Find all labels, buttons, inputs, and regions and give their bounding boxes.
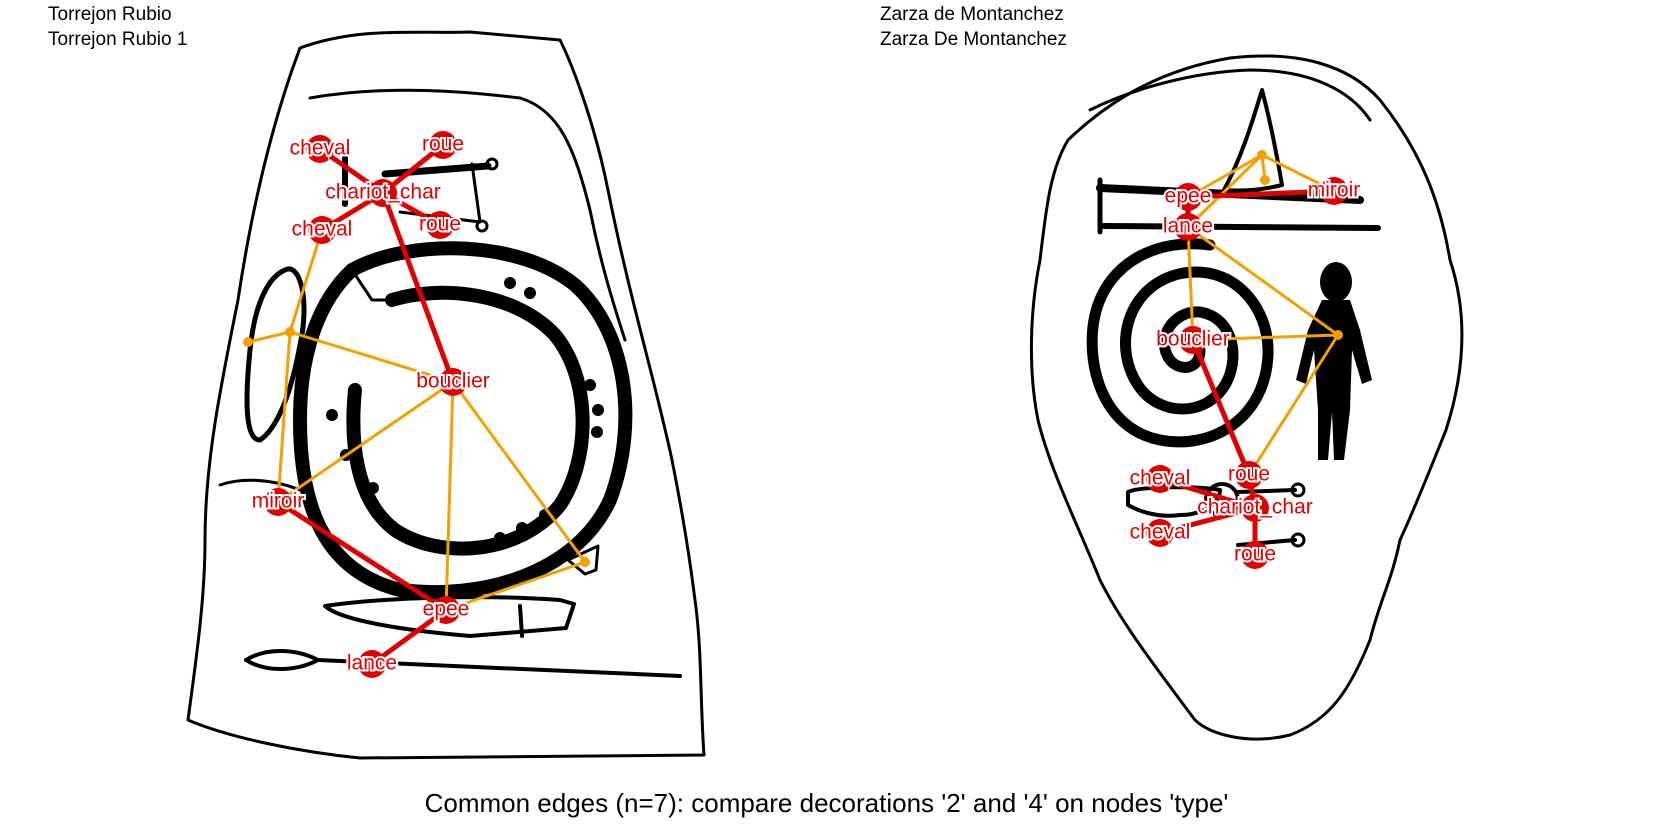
left-node-label-miroir: miroir <box>252 490 305 513</box>
left-other-edge-bouclier-a3 <box>451 380 587 564</box>
right-common-edge-bouclier-roue_a <box>1190 337 1252 478</box>
right-decoration-name: Zarza De Montanchez <box>880 29 1067 50</box>
left-chariot-ring-bottom <box>475 219 489 233</box>
left-sword-pommel <box>566 544 600 576</box>
right-node-label-miroir: miroir <box>1308 179 1361 202</box>
left-shield-notch <box>350 268 394 302</box>
right-other-edge-bouclier-b3 <box>1191 333 1340 342</box>
right-node-roue_b <box>1241 541 1269 569</box>
left-node-label-cheval_b: cheval <box>292 218 353 241</box>
left-junction-point <box>285 327 295 337</box>
left-other-edge-bouclier-miroir <box>276 380 455 504</box>
right-node-label-cheval_a: cheval <box>1130 467 1191 490</box>
right-site-name: Zarza de Montanchez <box>880 4 1064 25</box>
left-sword-blade <box>323 595 576 638</box>
left-node-lance <box>358 650 386 678</box>
right-junction-point <box>1257 150 1267 160</box>
right-helmet <box>1222 88 1284 193</box>
right-stele-inner-line <box>1088 68 1372 122</box>
right-junction-point <box>1333 330 1343 340</box>
right-chariot-ring-bottom <box>1290 532 1306 548</box>
right-node-cheval_b <box>1146 519 1174 547</box>
left-sword-guard <box>518 604 524 638</box>
right-node-roue_a <box>1235 461 1263 489</box>
right-shield-spiral <box>1086 238 1274 448</box>
left-stele-inner-line <box>308 88 627 342</box>
left-chariot-ring-top <box>485 157 499 171</box>
right-other-edge-b3-roue_a <box>1247 333 1340 477</box>
right-chariot-ring-top <box>1290 482 1306 498</box>
right-other-edge-epee-b1 <box>1186 153 1264 199</box>
left-shield-outer-ring <box>292 241 633 600</box>
left-shield-middle-ring <box>346 285 590 556</box>
right-node-label-roue_a: roue <box>1228 463 1270 486</box>
left-spear <box>244 649 682 678</box>
right-other-edge-lance-b3 <box>1186 225 1340 337</box>
right-node-bouclier <box>1179 326 1207 354</box>
left-stele-drawing <box>186 30 706 760</box>
left-node-roue_b <box>426 211 454 239</box>
left-other-edge-bouclier-epee <box>444 380 455 612</box>
right-node-miroir <box>1320 177 1348 205</box>
left-other-edge-a1-a2 <box>246 330 292 344</box>
figure-caption: Common edges (n=7): compare decorations … <box>424 788 1229 818</box>
right-node-label-chariot: chariot_char <box>1197 496 1313 519</box>
right-other-edge-lance-bouclier <box>1186 225 1195 342</box>
right-node-label-lance: lance <box>1163 215 1213 238</box>
left-node-bouclier <box>439 368 467 396</box>
left-common-edge-chariot-bouclier <box>380 190 456 385</box>
left-node-label-lance: lance <box>347 652 397 675</box>
right-stele-drawing <box>1029 54 1464 741</box>
left-common-edge-miroir-epee <box>275 499 449 613</box>
left-node-label-chariot: chariot_char <box>325 181 441 204</box>
left-stele-outline <box>186 30 706 760</box>
left-node-label-roue_a: roue <box>422 133 464 156</box>
left-node-cheval_b <box>308 216 336 244</box>
right-node-label-epee: epee <box>1165 185 1212 208</box>
left-site-name: Torrejon Rubio <box>48 4 172 25</box>
right-common-edge-epee-miroir <box>1185 188 1337 200</box>
left-common-edge-epee-lance <box>369 607 449 667</box>
right-stele-outline <box>1029 54 1464 741</box>
left-junction-point <box>580 557 590 567</box>
nodes-layer <box>243 131 1348 678</box>
right-node-label-bouclier: bouclier <box>1156 328 1230 351</box>
right-node-epee <box>1174 183 1202 211</box>
left-mirror-handle <box>218 478 302 492</box>
right-common-edge-chariot-cheval_a <box>1157 476 1258 511</box>
right-sword-lower <box>1101 223 1381 231</box>
left-node-label-cheval_a: cheval <box>290 137 351 160</box>
right-junction-point <box>1260 175 1270 185</box>
left-other-edge-epee-a3 <box>444 560 587 612</box>
right-human-figure <box>1296 262 1372 460</box>
right-node-chariot <box>1241 494 1269 522</box>
right-common-edge-chariot-cheval_b <box>1157 505 1258 536</box>
right-node-cheval_a <box>1146 465 1174 493</box>
left-node-chariot <box>369 179 397 207</box>
left-node-cheval_a <box>306 135 334 163</box>
left-node-epee <box>432 596 460 624</box>
left-node-roue_a <box>429 131 457 159</box>
left-shield-dots <box>326 277 604 544</box>
left-node-label-epee: epee <box>423 598 470 621</box>
left-node-label-bouclier: bouclier <box>416 370 490 393</box>
left-node-label-roue_b: roue <box>419 213 461 236</box>
left-node-miroir <box>264 488 292 516</box>
left-junction-point <box>243 337 253 347</box>
left-panel-header: Torrejon Rubio Torrejon Rubio 1 <box>48 2 187 52</box>
right-node-label-roue_b: roue <box>1234 543 1276 566</box>
left-decoration-name: Torrejon Rubio 1 <box>48 29 188 50</box>
left-chariot-bar <box>381 162 492 178</box>
left-other-edge-a1-miroir <box>276 330 292 504</box>
left-mirror-oval <box>244 266 307 443</box>
left-other-edge-cheval_b-a1 <box>288 228 324 334</box>
left-other-edge-a1-bouclier <box>288 330 455 384</box>
right-panel-header: Zarza de Montanchez Zarza De Montanchez <box>880 2 1067 52</box>
right-node-lance <box>1174 213 1202 241</box>
right-other-edge-lance-b1 <box>1186 153 1264 229</box>
right-node-label-cheval_b: cheval <box>1130 521 1191 544</box>
